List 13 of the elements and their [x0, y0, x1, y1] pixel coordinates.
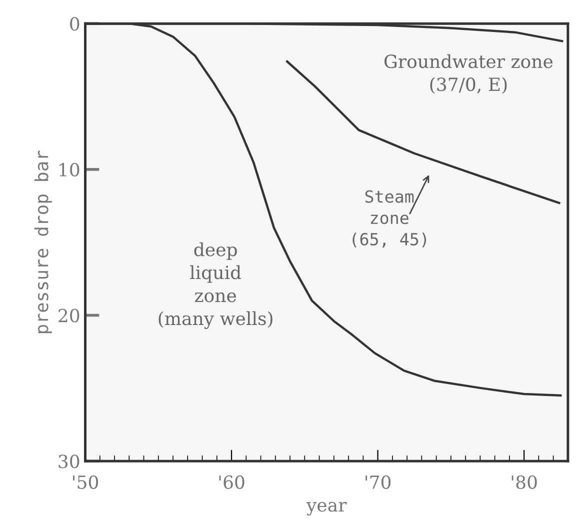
x-axis-title: year	[306, 502, 347, 516]
y-tick-label: 30	[58, 454, 80, 468]
annotation: Steam zone (65, 45)	[352, 190, 426, 248]
x-tick-label: '80	[512, 475, 537, 489]
y-axis-title: pressure drop bar	[34, 150, 52, 334]
x-tick-label: '60	[219, 475, 244, 489]
y-tick-label: 0	[70, 17, 80, 31]
annotation: Groundwater zone (37/0, E)	[384, 54, 553, 94]
y-tick-label: 10	[60, 162, 80, 177]
y-tick-label: 20	[58, 308, 80, 322]
x-tick-label: '70	[366, 475, 391, 489]
x-tick-label: '50	[73, 475, 98, 489]
annotation: deep liquid zone (many wells)	[158, 242, 272, 329]
